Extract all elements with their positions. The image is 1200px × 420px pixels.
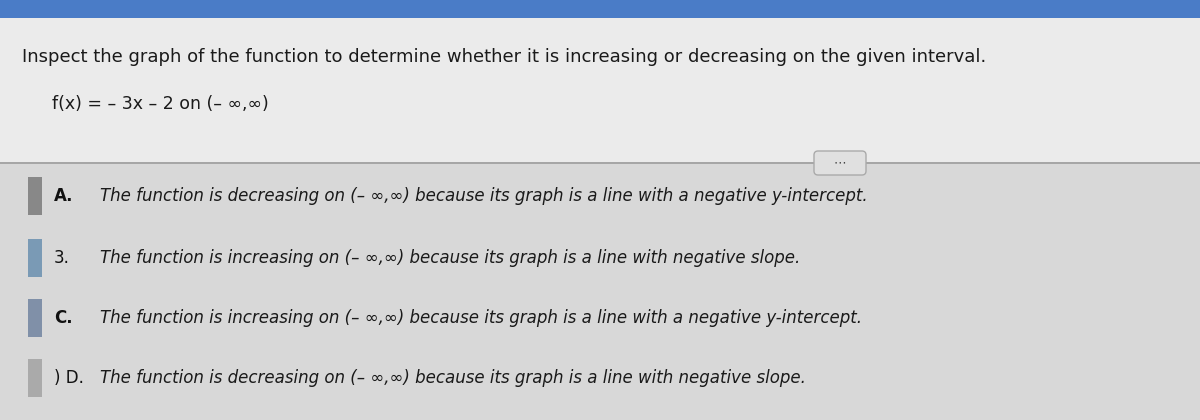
Bar (0, 164, 1200, 420)
Text: ⋯: ⋯ (834, 157, 846, 170)
Text: The function is decreasing on (– ∞,∞) because its graph is a line with a negativ: The function is decreasing on (– ∞,∞) be… (100, 187, 868, 205)
Bar (0, 0, 1200, 18)
Bar (28, 299, 42, 337)
Text: C.: C. (54, 309, 73, 327)
Text: f(x) = – 3x – 2 on (– ∞,∞): f(x) = – 3x – 2 on (– ∞,∞) (52, 95, 269, 113)
Bar (28, 177, 42, 215)
Bar (28, 239, 42, 277)
Text: ) D.: ) D. (54, 369, 84, 387)
FancyBboxPatch shape (814, 151, 866, 175)
Text: A.: A. (54, 187, 73, 205)
Text: The function is increasing on (– ∞,∞) because its graph is a line with a negativ: The function is increasing on (– ∞,∞) be… (100, 309, 862, 327)
Text: Inspect the graph of the function to determine whether it is increasing or decre: Inspect the graph of the function to det… (22, 48, 986, 66)
Text: The function is increasing on (– ∞,∞) because its graph is a line with negative : The function is increasing on (– ∞,∞) be… (100, 249, 800, 267)
Text: The function is decreasing on (– ∞,∞) because its graph is a line with negative : The function is decreasing on (– ∞,∞) be… (100, 369, 806, 387)
Bar (28, 359, 42, 397)
Text: 3.: 3. (54, 249, 70, 267)
